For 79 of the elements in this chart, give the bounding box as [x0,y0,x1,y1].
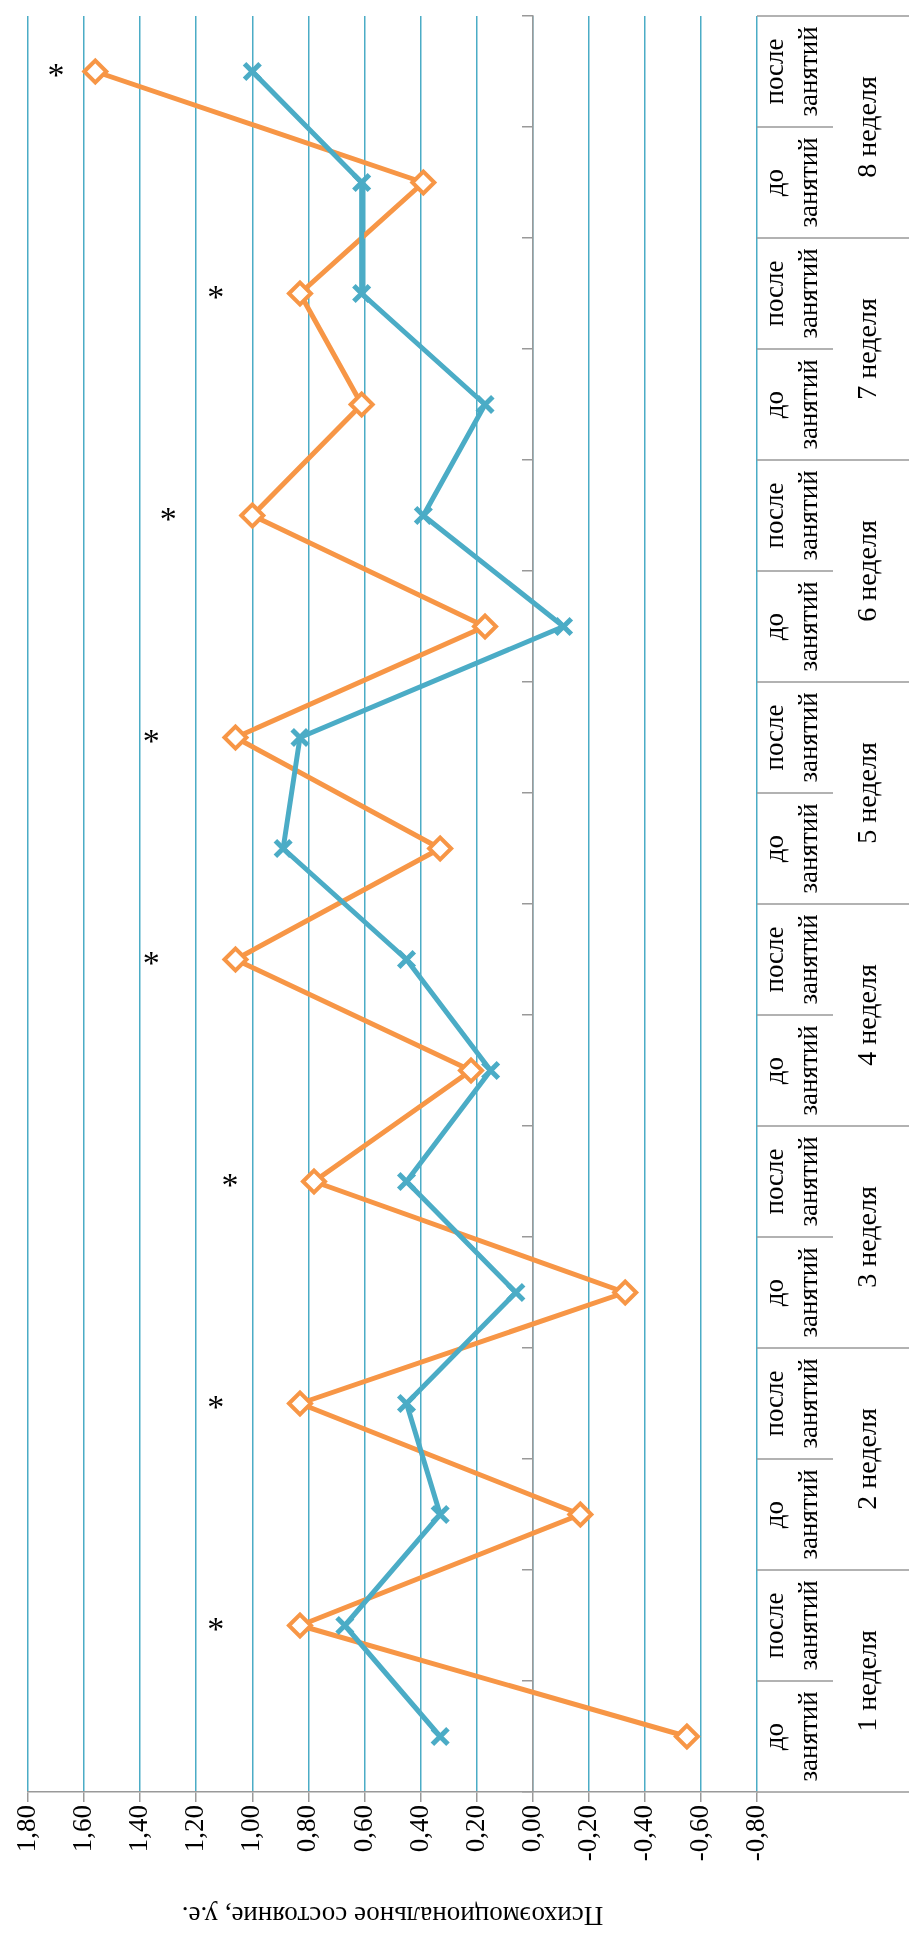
x-tick-label: 1,20 [179,1805,210,1853]
point [427,835,454,862]
text: 1 неделя [851,1630,883,1732]
annotation: * [221,1166,239,1204]
annotation: * [142,722,160,760]
point [222,724,249,751]
annotation: * [207,1610,225,1648]
point [612,1279,639,1306]
point [410,169,437,196]
y-tick-label: до занятий [759,1025,824,1116]
point [239,502,266,529]
point [222,946,249,973]
y-tick-label: после занятий [759,248,824,339]
annotation: * [47,56,65,94]
point [334,1615,356,1636]
y-tick-label: до занятий [759,1247,824,1338]
point [286,1612,313,1639]
x-tick-label: -0,20 [571,1805,602,1862]
point [673,1723,700,1750]
y-tick-label: после занятий [759,914,824,1005]
point [289,727,311,748]
point [472,613,499,640]
y-tick-label: до занятий [759,137,824,228]
x-tick-label: 0,60 [347,1805,378,1853]
x-tick-label: 1,00 [235,1805,266,1853]
y-tick-label: до занятий [759,359,824,450]
point [474,394,496,415]
point [396,949,417,970]
point [429,1504,451,1525]
y-tick-label: после занятий [759,1136,824,1227]
text: 2 неделя [851,1408,883,1510]
point [396,1393,417,1414]
x-tick-label: 1,60 [67,1805,98,1853]
y-tick-label: до занятий [759,1469,824,1560]
y-tick-label: до занятий [759,581,824,672]
point [480,1060,501,1081]
point [272,838,294,859]
point [396,1171,417,1192]
text: 5 неделя [851,742,883,844]
text: 6 неделя [851,520,883,622]
point [351,283,372,304]
y-tick-label: после занятий [759,1580,824,1671]
point [458,1057,485,1084]
text: 4 неделя [851,964,883,1066]
point [553,616,574,637]
annotation: * [207,1388,225,1426]
y-tick-label: до занятий [759,803,824,894]
annotation: * [159,500,177,538]
text: 8 неделя [851,76,883,178]
x-tick-label: 0,20 [459,1805,490,1853]
x-tick-label: -0,60 [684,1805,715,1862]
annotation: * [207,278,225,316]
point [413,505,434,526]
y-tick-label: после занятий [759,26,824,117]
point [429,1726,451,1747]
point [286,1390,313,1417]
x-axis-title: Психоэмоциональное состояние, у.е. [181,1900,604,1931]
point [505,1282,527,1303]
point [286,280,313,307]
text: 7 неделя [851,298,883,400]
point [348,391,375,418]
x-tick-label: -0,40 [627,1805,658,1862]
y-tick-label: до занятий [759,1691,824,1782]
point [82,58,109,85]
point [351,172,372,193]
text: 3 неделя [851,1186,883,1288]
x-tick-label: 1,80 [11,1805,42,1853]
point [567,1501,594,1528]
x-tick-label: 0,00 [515,1805,546,1853]
annotation: * [142,944,160,982]
y-tick-label: после занятий [759,1358,824,1449]
x-tick-label: 0,40 [403,1805,434,1853]
point [242,61,263,82]
x-tick-label: 0,80 [291,1805,322,1853]
y-tick-label: после занятий [759,470,824,561]
x-tick-label: -0,80 [740,1805,771,1862]
y-tick-label: после занятий [759,692,824,783]
x-tick-label: 1,40 [123,1805,154,1853]
point [300,1168,327,1195]
